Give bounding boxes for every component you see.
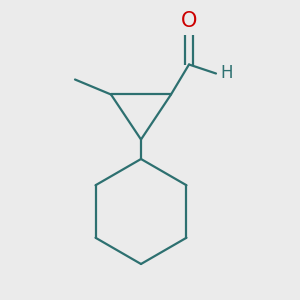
Text: H: H: [220, 64, 233, 82]
Text: O: O: [181, 11, 197, 31]
